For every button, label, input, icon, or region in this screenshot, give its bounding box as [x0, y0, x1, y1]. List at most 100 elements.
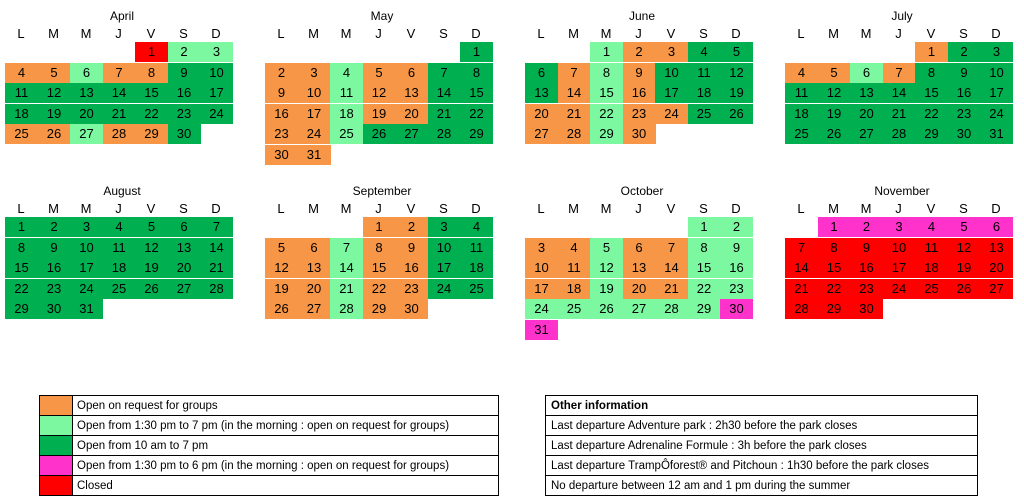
- day-cell: 11: [557, 258, 591, 278]
- day-cell: 13: [622, 258, 656, 278]
- day-cell: 22: [5, 278, 38, 299]
- day-cell: 18: [5, 103, 38, 124]
- day-cell: 4: [5, 62, 38, 83]
- weekday-header: V: [926, 26, 936, 41]
- day-cell: 20: [850, 103, 883, 124]
- day-cell: 13: [850, 83, 883, 103]
- day-cell: 13: [525, 83, 558, 103]
- weekday-header: M: [568, 201, 579, 216]
- day-cell: 14: [330, 258, 363, 278]
- day-cell: 27: [395, 124, 428, 144]
- weekday-header: L: [537, 26, 545, 41]
- weekday-header: J: [115, 201, 122, 216]
- day-cell: 16: [37, 258, 71, 278]
- legend-swatch: [39, 395, 73, 416]
- legend-table: Open on request for groups Open from 1:30…: [39, 395, 499, 496]
- day-cell: 29: [687, 299, 721, 319]
- day-cell: 29: [5, 299, 38, 319]
- month-title: May: [370, 9, 394, 23]
- day-cell: 10: [297, 83, 331, 103]
- weekday-header: L: [537, 201, 545, 216]
- day-cell: 19: [362, 103, 396, 124]
- weekday-header: M: [600, 26, 612, 41]
- day-cell: 12: [590, 258, 623, 278]
- weekday-header: L: [277, 26, 285, 41]
- month-june: June L M M J V S D 1 2 3 4 5 6 7 8 9 10 11 12 13 14 15 16 17 18 19…: [525, 9, 759, 169]
- day-cell: 27: [297, 299, 331, 319]
- day-cell: 26: [720, 103, 753, 124]
- day-cell: 17: [980, 83, 1013, 103]
- weekday-header: D: [471, 26, 481, 41]
- weekday-header: J: [635, 26, 642, 41]
- month-title: October: [620, 184, 664, 198]
- day-cell: 27: [70, 124, 103, 144]
- legend-swatch: [39, 435, 73, 456]
- day-cell: 17: [525, 278, 558, 299]
- other-info-table: Other information Last departure Adventu…: [545, 395, 978, 496]
- day-cell: 20: [70, 103, 103, 124]
- day-cell: 26: [362, 124, 396, 144]
- weekday-header: J: [895, 26, 902, 41]
- day-cell: 7: [655, 237, 688, 258]
- day-cell: 1: [915, 42, 948, 62]
- day-cell: 12: [362, 83, 396, 103]
- day-cell: 16: [265, 103, 298, 124]
- legend-label: Closed: [72, 475, 499, 496]
- day-cell: 11: [785, 83, 818, 103]
- day-cell: 7: [200, 217, 233, 237]
- month-title: September: [352, 184, 412, 198]
- day-cell: 9: [622, 62, 656, 83]
- day-cell: 15: [590, 83, 623, 103]
- day-cell: 26: [265, 299, 298, 319]
- day-cell: 2: [265, 62, 298, 83]
- day-cell: 25: [102, 278, 136, 299]
- weekday-header: M: [308, 26, 319, 41]
- day-cell: 19: [720, 83, 753, 103]
- day-cell: 9: [167, 62, 201, 83]
- day-cell: 13: [395, 83, 428, 103]
- day-cell: 17: [297, 103, 331, 124]
- day-cell: 13: [297, 258, 331, 278]
- day-cell: 4: [557, 237, 591, 258]
- day-cell: 5: [37, 62, 71, 83]
- weekday-header: D: [211, 26, 221, 41]
- month-title: August: [103, 184, 141, 198]
- day-cell: 18: [785, 103, 818, 124]
- month-july: July L M M J V S D 1 2 3 4 5 6 7 8 9 10 11 12 13 14 15 16 17 18 19…: [785, 9, 1019, 169]
- day-cell: 24: [200, 103, 233, 124]
- day-cell: 25: [460, 278, 493, 299]
- day-cell: 6: [622, 237, 656, 258]
- weekday-header: S: [179, 201, 188, 216]
- day-cell: 3: [980, 42, 1013, 62]
- day-cell: 17: [882, 258, 916, 278]
- day-cell: 20: [167, 258, 201, 278]
- day-cell: 23: [37, 278, 71, 299]
- day-cell: 2: [395, 217, 428, 237]
- day-cell: 30: [37, 299, 71, 319]
- day-cell: 8: [362, 237, 396, 258]
- day-cell: 24: [525, 299, 558, 319]
- day-cell: 6: [70, 62, 103, 83]
- day-cell: 23: [265, 124, 298, 144]
- day-cell: 18: [687, 83, 721, 103]
- day-cell: 10: [200, 62, 233, 83]
- weekday-header: L: [17, 201, 25, 216]
- day-cell: 15: [460, 83, 493, 103]
- day-cell: 8: [135, 62, 168, 83]
- day-cell: 6: [525, 62, 558, 83]
- day-cell: 31: [297, 144, 331, 165]
- day-cell: 22: [590, 103, 623, 124]
- day-cell: 10: [655, 62, 688, 83]
- day-cell: 28: [655, 299, 688, 319]
- info-line: Last departure Adrenaline Formule : 3h b…: [545, 435, 978, 456]
- day-cell: 15: [135, 83, 168, 103]
- weekday-header: M: [340, 26, 352, 41]
- day-cell: 25: [5, 124, 38, 144]
- day-cell: 4: [785, 62, 818, 83]
- day-cell: 12: [817, 83, 851, 103]
- weekday-header: S: [699, 201, 708, 216]
- day-cell: 8: [915, 62, 948, 83]
- weekday-header: V: [666, 201, 676, 216]
- day-cell: 15: [362, 258, 396, 278]
- day-cell: 27: [525, 124, 558, 144]
